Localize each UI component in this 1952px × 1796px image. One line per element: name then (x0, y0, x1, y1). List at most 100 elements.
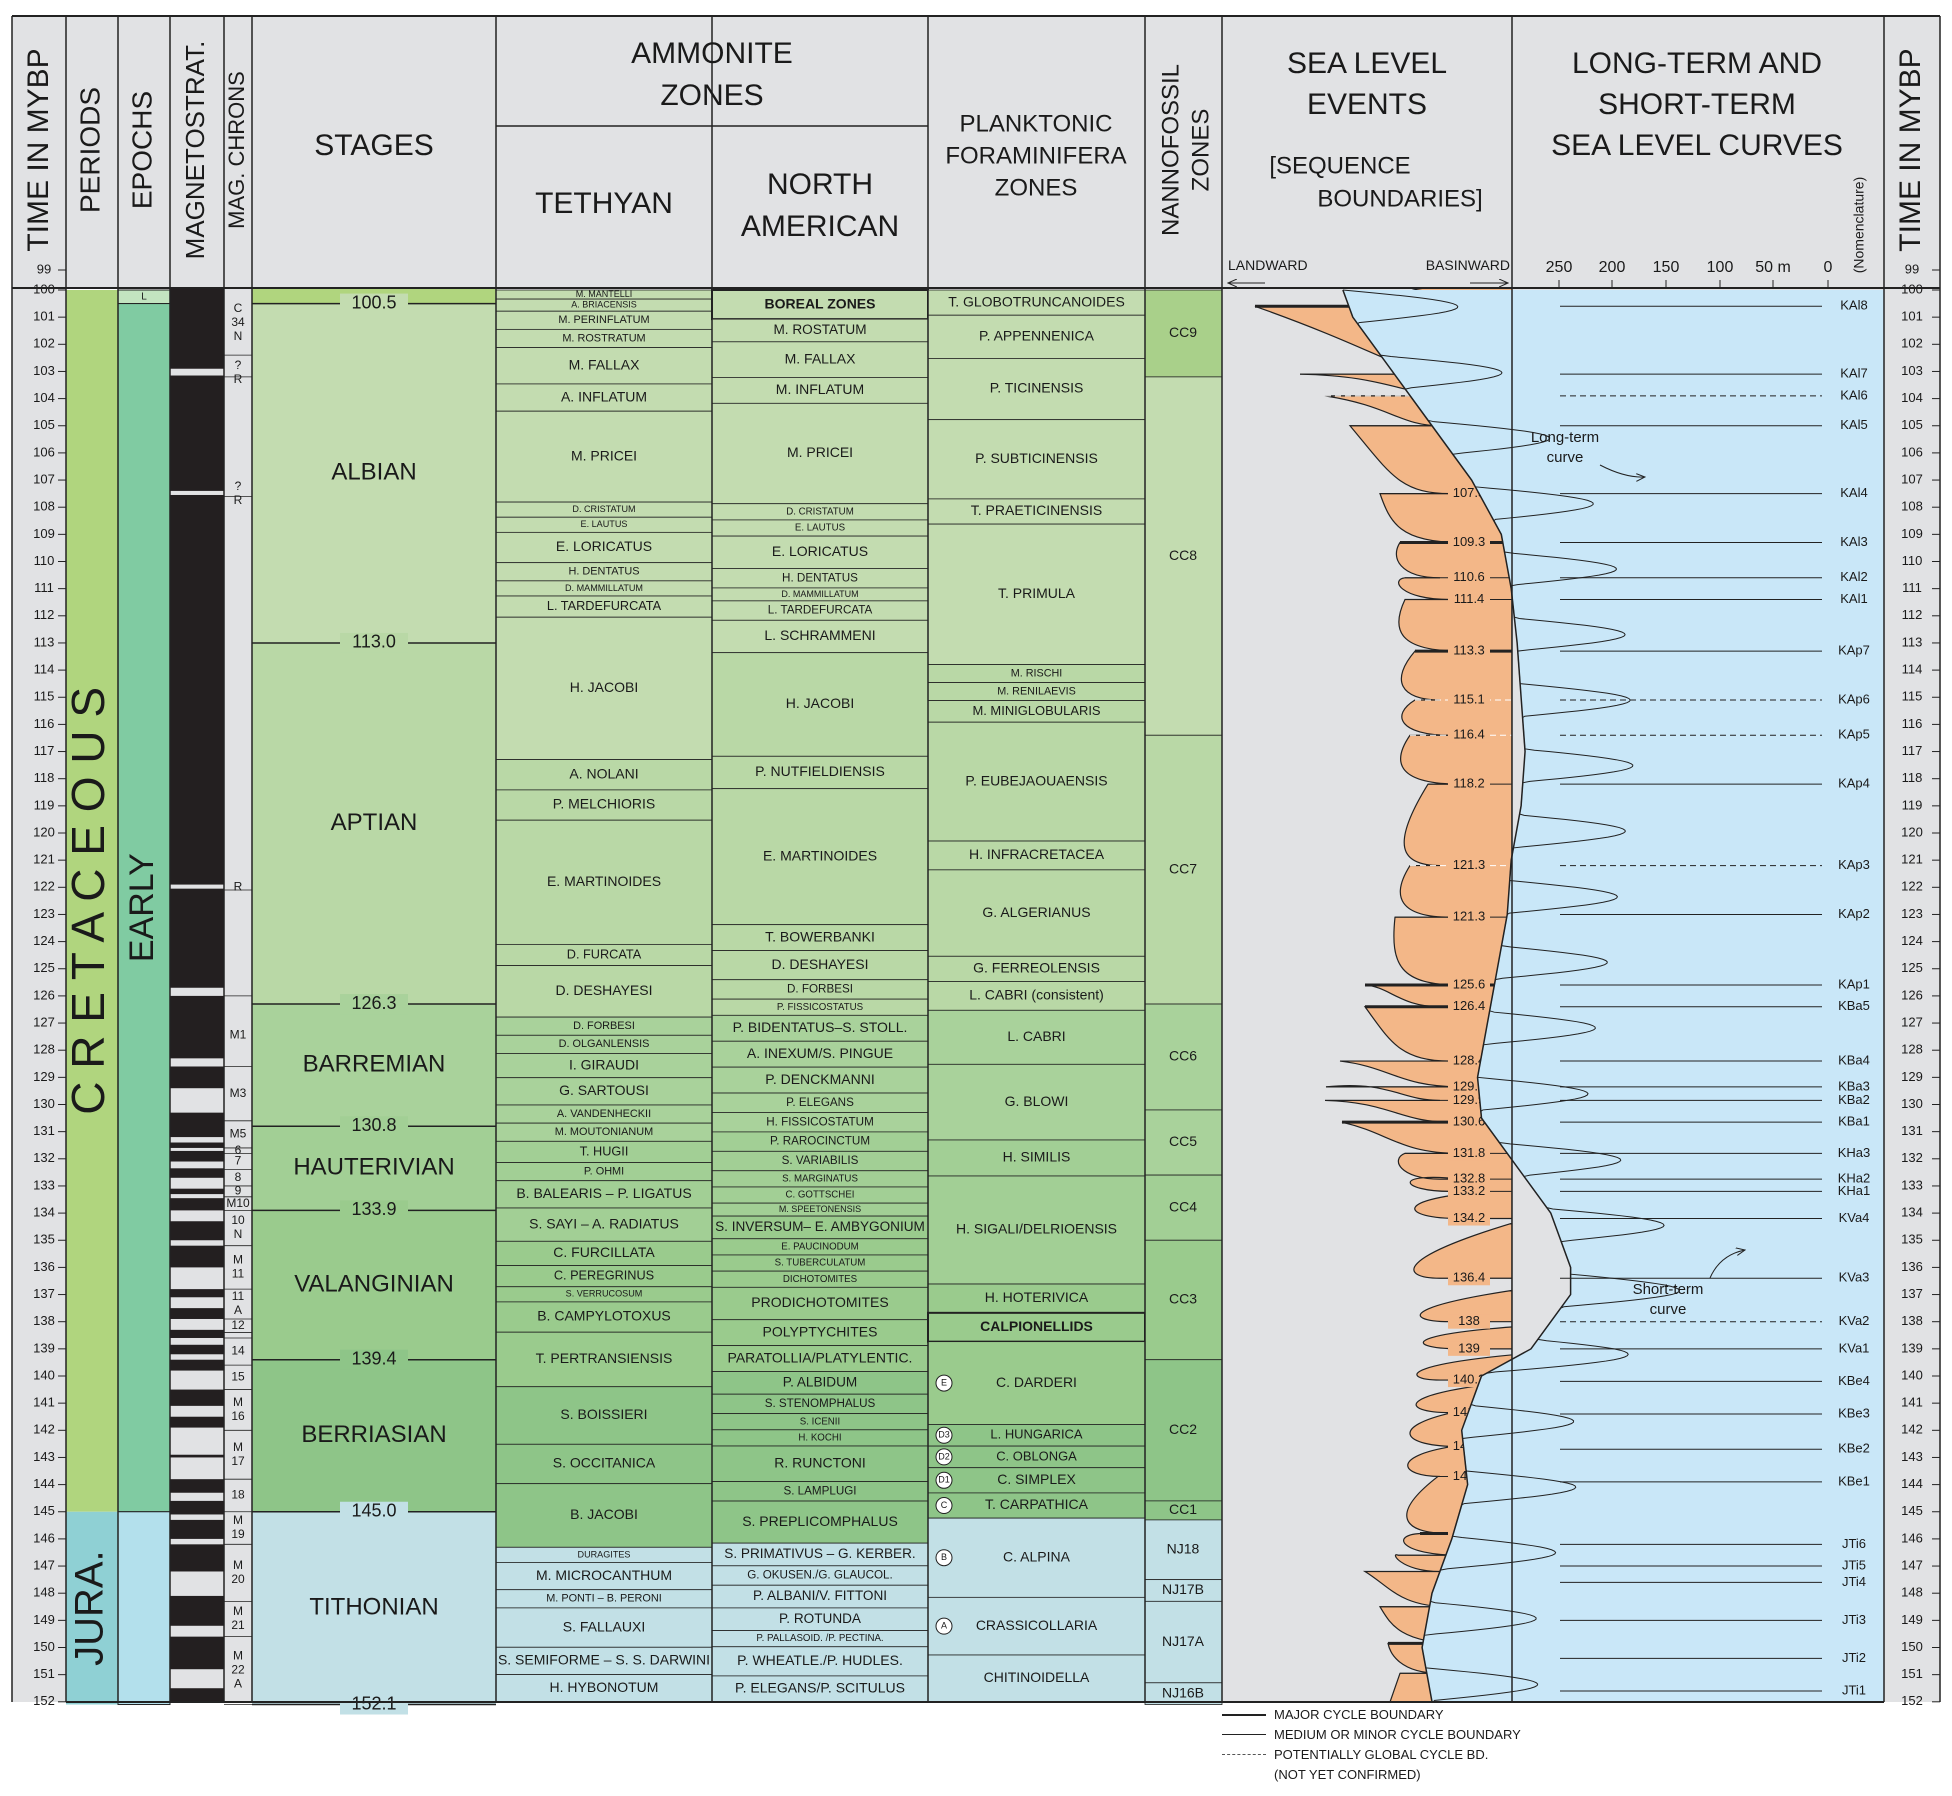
reversal-band (170, 1492, 224, 1501)
zone-name: H. SIMILIS (1003, 1149, 1071, 1165)
time-tick-left: 136 (33, 1259, 55, 1274)
planktonic-foraminifera-column: T. GLOBOTRUNCANOIDES P. APPENNENICA P. TIC… (927, 289, 1146, 1703)
zone-cell (711, 1345, 929, 1372)
nannofossil-zone-name: CC2 (1169, 1421, 1197, 1437)
stage-barremian (252, 1004, 496, 1127)
zone-name: E. MARTINOIDES (763, 847, 877, 863)
cycle-name: KBe3 (1838, 1405, 1870, 1420)
chron-label: N (234, 329, 243, 343)
zone-cell (711, 1014, 929, 1042)
period-label: C R E T A C E O U S (62, 687, 114, 1115)
zone-name: D. CRISTATUM (786, 506, 854, 517)
nannofossil-zone-name: NJ17A (1162, 1633, 1205, 1649)
time-tick-left: 146 (33, 1530, 55, 1545)
legend: MAJOR CYCLE BOUNDARY MEDIUM OR MINOR CYC… (1222, 1705, 1521, 1785)
time-axis: 9999100100101101102102103103104104105105… (33, 259, 1940, 1708)
cycle-name: KAl2 (1840, 569, 1867, 584)
time-tick-left: 149 (33, 1612, 55, 1627)
time-tick-left: 119 (34, 797, 55, 812)
zone-cell (927, 721, 1146, 842)
zone-name: M. MICROCANTHUM (536, 1567, 672, 1583)
zone-name: T. GLOBOTRUNCANOIDES (948, 293, 1125, 309)
period-label: JURA. (68, 1550, 112, 1666)
reversal-band (170, 1240, 224, 1246)
zone-name: E. MARTINOIDES (547, 873, 661, 889)
time-tick-left: 107 (33, 471, 55, 486)
header-mag-chrons: MAG. CHRONS (224, 71, 249, 229)
zone-name: G. BLOWI (1005, 1093, 1069, 1109)
zone-name: M. PONTI – B. PERONI (546, 1593, 662, 1605)
sea-level-tick: 50 m (1755, 259, 1791, 276)
reversal-band (170, 884, 224, 889)
time-tick-left: 147 (33, 1557, 55, 1572)
reversal-band (170, 1147, 224, 1151)
header-magnetostrat: MAGNETOSTRAT. (180, 41, 210, 260)
zone-name: M. MANTELLI (576, 289, 633, 299)
time-tick-right: 125 (1901, 960, 1923, 975)
zone-name: P. RAROCINCTUM (770, 1135, 870, 1148)
cycle-name: KVa2 (1839, 1313, 1870, 1328)
epoch-early (117, 303, 171, 1513)
sequence-boundary-age: 129.4 (1453, 1078, 1486, 1093)
sequence-boundary-age: 131.8 (1453, 1145, 1486, 1160)
zone-name: A. INFLATUM (561, 388, 647, 404)
stage-boundary-age: 145.0 (351, 1501, 396, 1521)
time-tick-right: 136 (1901, 1259, 1923, 1274)
time-tick-left: 110 (34, 553, 55, 568)
zone-name: D. FORBESI (787, 983, 853, 996)
time-tick-right: 130 (1901, 1096, 1923, 1111)
time-tick-right: 147 (1901, 1557, 1923, 1572)
legend-potential-note: (NOT YET CONFIRMED) (1274, 1767, 1421, 1782)
time-tick-left: 109 (33, 526, 55, 541)
time-tick-right: 107 (1901, 471, 1923, 486)
landward-label: LANDWARD (1228, 257, 1308, 273)
sequence-boundary-age: 118.2 (1453, 776, 1485, 791)
time-tick-left: 125 (33, 960, 55, 975)
time-tick-left: 114 (34, 662, 55, 677)
zone-name: L. SCHRAMMENI (764, 627, 875, 643)
zone-cell (711, 1675, 929, 1703)
sequence-boundary-age: 121.3 (1453, 857, 1486, 872)
cycle-name: KAl5 (1840, 417, 1867, 432)
zone-name: PARATOLLIA/PLATYLENTIC. (728, 1349, 913, 1365)
zone-cell (495, 1386, 713, 1445)
header-sea-level-events: SEA LEVEL (1287, 47, 1447, 80)
cycle-name: KAl8 (1840, 298, 1867, 313)
cycle-name: KAp5 (1838, 727, 1870, 742)
time-tick-right: 114 (1902, 662, 1923, 677)
time-tick-right: 118 (1902, 770, 1923, 785)
zone-name: D. OLGANLENSIS (559, 1038, 650, 1050)
time-tick-left: 105 (33, 417, 55, 432)
time-tick-right: 102 (1901, 336, 1923, 351)
zone-cell (927, 1139, 1146, 1177)
time-tick-right: 119 (1902, 797, 1923, 812)
time-tick-right: 142 (1901, 1422, 1923, 1437)
legend-medium: MEDIUM OR MINOR CYCLE BOUNDARY (1274, 1727, 1521, 1742)
zone-name: A. BRIACENSIS (571, 300, 637, 310)
chron-label: 9 (235, 1184, 242, 1198)
zone-name: S. STENOMPHALUS (765, 1397, 876, 1410)
header-planktonic: ZONES (995, 174, 1078, 201)
stages-column: ALBIAN APTIAN BARREMIAN HAUTERIVIAN VALANGIN… (252, 288, 496, 1715)
zone-name: C. ALPINA (1003, 1548, 1071, 1564)
chron-label: R (234, 493, 243, 507)
stage-hauterivian (252, 1126, 496, 1211)
chron-label: M5 (230, 1127, 247, 1141)
dashed-line-swatch (1222, 1754, 1266, 1755)
time-tick-right: 116 (1902, 716, 1923, 731)
cycle-name: JTi1 (1842, 1682, 1866, 1697)
sequence-boundary-age: 126.4 (1453, 998, 1486, 1013)
header-band (12, 16, 1940, 288)
zone-name: H. INFRACRETACEA (969, 846, 1105, 862)
header-north-american: AMERICAN (741, 210, 899, 243)
marker-label: C (941, 1500, 948, 1510)
cycle-name: KBe4 (1838, 1373, 1870, 1388)
chron-label: 34 (231, 315, 245, 329)
header-curves: SEA LEVEL CURVES (1551, 129, 1843, 162)
zone-name: S. MARGINATUS (782, 1173, 858, 1184)
time-tick-right: 108 (1901, 499, 1923, 514)
time-tick-left: 113 (34, 634, 55, 649)
cycle-name: KAl6 (1840, 387, 1867, 402)
